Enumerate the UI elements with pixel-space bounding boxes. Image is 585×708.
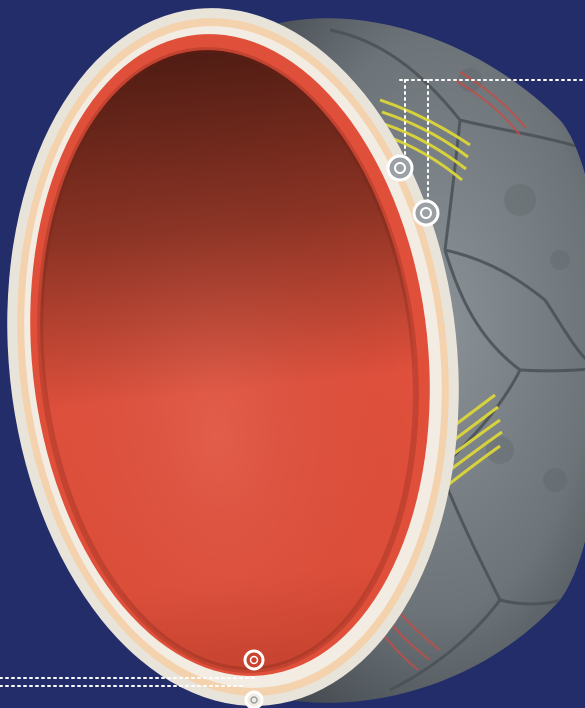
callout-lines <box>0 79 585 687</box>
marker-lower-1 <box>243 649 265 671</box>
marker-upper-2 <box>412 199 440 227</box>
marker-upper-1 <box>386 154 414 182</box>
yellow-stripes-upper <box>379 98 471 182</box>
ring-marker-icon <box>243 154 440 708</box>
marker-lower-2 <box>244 690 264 708</box>
red-stripes-upper <box>454 71 527 136</box>
rim-layers <box>7 8 459 706</box>
